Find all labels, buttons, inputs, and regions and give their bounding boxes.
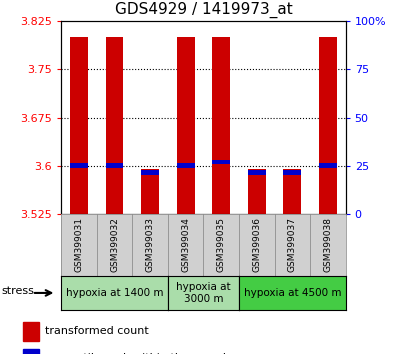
Text: hypoxia at 4500 m: hypoxia at 4500 m [244, 288, 341, 298]
Bar [177, 163, 194, 167]
Bar [319, 37, 337, 214]
Bar [106, 37, 123, 214]
Text: GSM399036: GSM399036 [252, 217, 261, 272]
Bar [248, 170, 265, 175]
Title: GDS4929 / 1419973_at: GDS4929 / 1419973_at [115, 2, 292, 18]
Text: GSM399035: GSM399035 [217, 217, 226, 272]
Bar [141, 169, 159, 214]
Text: GSM399031: GSM399031 [75, 217, 83, 272]
Bar [284, 170, 301, 175]
Text: GSM399034: GSM399034 [181, 217, 190, 272]
Bar [23, 322, 40, 341]
Text: hypoxia at
3000 m: hypoxia at 3000 m [176, 282, 231, 304]
Text: hypoxia at 1400 m: hypoxia at 1400 m [66, 288, 163, 298]
Bar [319, 163, 337, 167]
Bar [248, 169, 265, 214]
Text: GSM399033: GSM399033 [146, 217, 154, 272]
Text: stress: stress [1, 286, 34, 296]
Text: GSM399037: GSM399037 [288, 217, 297, 272]
Bar [106, 163, 123, 167]
Bar [284, 169, 301, 214]
Bar [213, 37, 230, 214]
Bar [177, 37, 194, 214]
Text: GSM399032: GSM399032 [110, 217, 119, 272]
Bar [141, 170, 159, 175]
Text: percentile rank within the sample: percentile rank within the sample [45, 353, 233, 354]
Bar [70, 37, 88, 214]
Bar [23, 349, 40, 354]
Bar [213, 160, 230, 164]
Text: GSM399038: GSM399038 [324, 217, 332, 272]
Bar [70, 163, 88, 167]
Text: transformed count: transformed count [45, 326, 149, 336]
